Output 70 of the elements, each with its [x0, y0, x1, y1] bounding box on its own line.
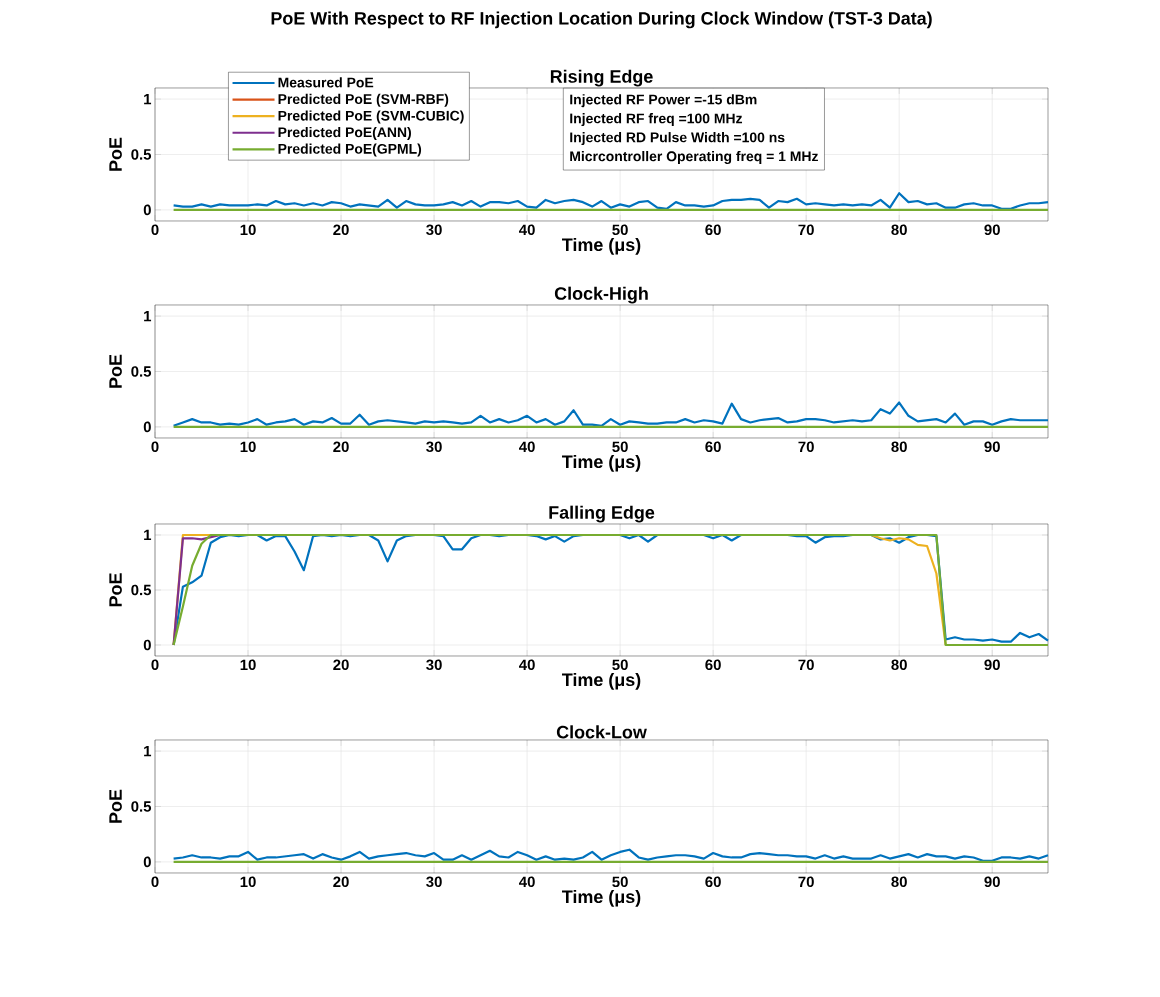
x-tick-label: 60 [705, 876, 721, 888]
chart-title: Clock-Low [556, 725, 647, 739]
y-tick-label: 0.5 [131, 801, 152, 812]
x-tick-label: 30 [426, 659, 442, 671]
x-tick-label: 30 [426, 441, 442, 453]
x-axis-title: Time (μs) [562, 237, 641, 255]
x-tick-label: 60 [705, 659, 721, 671]
x-tick-label: 20 [333, 441, 349, 453]
x-tick-label: 10 [240, 224, 256, 236]
y-axis-title: PoE [109, 573, 122, 607]
x-tick-label: 90 [984, 876, 1000, 888]
y-axis-title: PoE [109, 354, 122, 388]
legend-label: Predicted PoE(ANN) [278, 126, 411, 140]
x-tick-label: 80 [891, 224, 907, 236]
legend-label: Predicted PoE (SVM-RBF) [278, 93, 449, 107]
x-tick-label: 90 [984, 441, 1000, 453]
x-tick-label: 80 [891, 659, 907, 671]
x-tick-label: 20 [333, 659, 349, 671]
x-tick-label: 40 [519, 441, 535, 453]
annotation: Injected RD Pulse Width =100 ns [570, 132, 785, 146]
x-tick-label: 40 [519, 659, 535, 671]
y-tick-label: 1 [144, 745, 152, 757]
x-axis-title: Time (μs) [562, 672, 641, 690]
y-tick-label: 1 [144, 310, 152, 322]
x-tick-label: 40 [519, 876, 535, 888]
x-tick-label: 80 [891, 876, 907, 888]
x-tick-label: 10 [240, 876, 256, 888]
x-tick-label: 30 [426, 876, 442, 888]
x-tick-label: 80 [891, 441, 907, 453]
x-axis-title: Time (μs) [562, 454, 641, 472]
x-tick-label: 20 [333, 224, 349, 236]
x-tick-label: 70 [798, 659, 814, 671]
x-tick-label: 70 [798, 224, 814, 236]
chart-title: Rising Edge [550, 69, 653, 87]
x-tick-label: 10 [240, 659, 256, 671]
x-tick-label: 50 [612, 441, 628, 453]
chart-title: Falling Edge [549, 505, 655, 523]
y-axis-title: PoE [109, 137, 122, 171]
y-tick-label: 0 [143, 204, 151, 216]
y-tick-label: 0 [143, 421, 151, 433]
y-tick-label: 0.5 [131, 366, 152, 377]
text: PoE With Respect to RF Injection Location During Clock Window (TST-3 Data) [271, 11, 932, 29]
y-tick-label: 0 [143, 639, 151, 651]
x-tick-label: 70 [798, 441, 814, 453]
x-tick-label: 90 [984, 659, 1000, 671]
x-tick-label: 20 [333, 876, 349, 888]
annotation: Injected RF Power =-15 dBm [570, 94, 757, 108]
legend-label: Predicted PoE(GPML) [278, 143, 422, 157]
y-axis-title: PoE [109, 789, 122, 823]
annotation: Micrcontroller Operating freq = 1 MHz [570, 150, 818, 165]
y-tick-label: 0.5 [131, 149, 152, 160]
x-tick-label: 60 [705, 441, 721, 453]
x-axis-title: Time (μs) [562, 889, 641, 907]
x-tick-label: 50 [612, 876, 628, 888]
y-tick-label: 0.5 [131, 584, 152, 596]
x-tick-label: 50 [612, 659, 628, 671]
x-tick-label: 30 [426, 224, 442, 236]
x-tick-label: 40 [519, 224, 535, 236]
x-tick-label: 50 [612, 224, 628, 236]
y-tick-label: 0 [143, 856, 151, 868]
legend-label: Measured PoE [278, 77, 374, 88]
x-tick-label: 70 [798, 876, 814, 888]
legend-label: Predicted PoE (SVM-CUBIC) [278, 110, 464, 124]
x-tick-label: 10 [240, 441, 256, 453]
x-tick-label: 90 [984, 224, 1000, 236]
x-tick-label: 60 [705, 224, 721, 236]
annotation: Injected RF freq =100 MHz [570, 113, 743, 127]
y-tick-label: 1 [144, 529, 152, 541]
y-tick-label: 1 [144, 93, 152, 105]
chart-title: Clock-High [554, 286, 648, 304]
